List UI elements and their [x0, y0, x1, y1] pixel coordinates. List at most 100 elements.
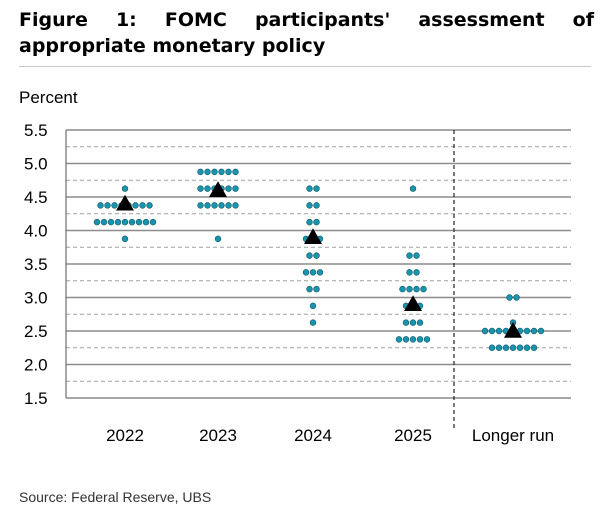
participant-dot	[111, 202, 118, 209]
participant-dot	[413, 269, 420, 276]
participant-dot	[406, 269, 413, 276]
participant-dot	[306, 285, 313, 293]
median-triangle	[504, 322, 522, 338]
participant-dot	[306, 252, 313, 259]
participant-dot	[232, 185, 239, 192]
y-tick-label: 4.5	[24, 188, 48, 207]
participant-dot	[495, 327, 503, 335]
participant-dot	[211, 202, 218, 209]
participant-dot	[232, 202, 239, 209]
participant-dot	[306, 202, 313, 209]
participant-dot	[100, 218, 108, 226]
participant-dot	[316, 269, 324, 276]
participant-dot	[523, 327, 531, 335]
participant-dot	[523, 344, 531, 351]
participant-dot	[416, 336, 424, 343]
median-triangle	[304, 228, 322, 244]
participant-dot	[409, 319, 417, 326]
x-category-label: 2024	[294, 426, 332, 445]
participant-dot	[225, 185, 232, 192]
participant-dot	[402, 319, 410, 326]
participant-dot	[309, 319, 317, 326]
y-tick-label: 3.5	[24, 255, 48, 274]
participant-dot	[93, 218, 101, 226]
y-tick-label: 3.0	[24, 289, 48, 308]
participant-dot	[313, 252, 320, 259]
source-note: Source: Federal Reserve, UBS	[19, 489, 212, 505]
participant-dot	[214, 235, 222, 243]
participant-dot	[406, 252, 413, 259]
participant-dot	[313, 202, 320, 209]
y-tick-label: 5.0	[24, 155, 48, 174]
participant-dot	[197, 168, 204, 176]
participant-dot	[309, 269, 317, 276]
participant-dot	[530, 327, 538, 335]
participant-dot	[402, 336, 410, 343]
participant-dot	[313, 218, 320, 226]
participant-dot	[104, 202, 111, 209]
participant-dot	[97, 202, 104, 209]
participant-dot	[399, 285, 406, 293]
participant-dot	[128, 218, 136, 226]
participant-dot	[506, 294, 513, 301]
x-category-label: 2025	[394, 426, 432, 445]
participant-dot	[313, 185, 320, 192]
participant-dot	[495, 344, 503, 351]
median-triangle	[116, 194, 134, 211]
participant-dot	[197, 185, 204, 192]
participant-dot	[204, 202, 211, 209]
participant-dot	[149, 218, 157, 226]
participant-dot	[306, 185, 313, 192]
y-tick-label: 4.0	[24, 222, 48, 241]
participant-dot	[313, 285, 320, 293]
participant-dot	[302, 269, 310, 276]
participant-dot	[132, 202, 139, 209]
participant-dot	[204, 185, 211, 192]
participant-dot	[204, 168, 211, 176]
participant-dot	[413, 285, 420, 293]
participant-dot	[121, 218, 129, 226]
participant-dot	[395, 336, 403, 343]
participant-dot	[107, 218, 115, 226]
figure-title: Figure 1: FOMC participants' assessment …	[19, 9, 594, 57]
participant-dot	[142, 218, 150, 226]
dot-plot-chart: 5.5 5.0 4.5 4.0 3.5 3.0 2.5 2.0 1.5 2022 2023 2024 2…	[24, 121, 571, 445]
participant-dot	[114, 218, 122, 226]
participant-dot	[406, 285, 413, 293]
participant-dot	[420, 285, 427, 293]
x-category-label: 2023	[199, 426, 237, 445]
participant-dot	[502, 344, 510, 351]
participant-dot	[488, 344, 496, 351]
y-tick-label: 2.5	[24, 322, 48, 341]
participant-dot	[423, 336, 431, 343]
y-axis-unit-label: Percent	[19, 88, 78, 107]
y-tick-label: 2.0	[24, 356, 48, 375]
median-triangle	[209, 181, 227, 198]
participant-dot	[488, 327, 496, 335]
participant-dot	[121, 235, 129, 243]
participant-dot	[218, 202, 225, 209]
participant-dot	[211, 168, 218, 176]
participant-dot	[513, 294, 520, 301]
participant-dot	[218, 168, 225, 176]
participant-dot	[135, 218, 143, 226]
participant-dot	[232, 168, 239, 176]
participant-dot	[306, 218, 313, 226]
participant-dot	[309, 302, 317, 310]
participant-dot	[516, 344, 524, 351]
participant-dot	[530, 344, 538, 351]
participant-dot	[121, 185, 129, 192]
title-divider	[19, 66, 591, 67]
x-category-label: 2022	[106, 426, 144, 445]
participant-dot	[139, 202, 146, 209]
y-tick-label: 5.5	[24, 121, 48, 140]
participant-dot	[509, 344, 517, 351]
participant-dot	[197, 202, 204, 209]
median-triangle	[404, 295, 422, 311]
participant-dot	[537, 327, 545, 335]
participant-dot	[225, 202, 232, 209]
y-tick-label: 1.5	[24, 389, 48, 408]
participant-dot	[146, 202, 153, 209]
participant-dot	[409, 185, 417, 192]
participant-dot	[225, 168, 232, 176]
